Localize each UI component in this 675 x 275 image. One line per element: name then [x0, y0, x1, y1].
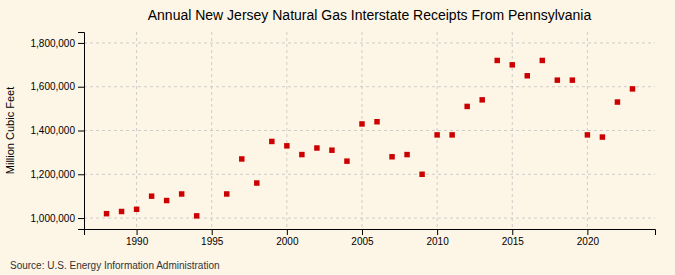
- point: [630, 86, 635, 91]
- point: [239, 156, 244, 161]
- y-tick-label: 1,600,000: [31, 81, 76, 92]
- point: [179, 191, 184, 196]
- grid-line: [587, 32, 588, 229]
- point: [164, 198, 169, 203]
- point: [570, 77, 575, 82]
- chart: 1990 1995 2000 2005 2010 2015 2020 1,000,000 1,2…: [0, 0, 675, 275]
- y-axis: 1,000,000 1,200,000 1,400,000 1,600,000 1,80…: [31, 33, 85, 230]
- point: [344, 158, 349, 163]
- y-tick-label: 1,400,000: [31, 125, 76, 136]
- annotation: Source: U.S. Energy Information Administ…: [10, 260, 220, 271]
- y-axis-line: [78, 33, 85, 230]
- point: [359, 121, 364, 126]
- grid-line: [361, 32, 362, 229]
- grid-line: [437, 32, 438, 229]
- point: [389, 154, 394, 159]
- point: [314, 145, 319, 150]
- y-tick-label: 1,200,000: [31, 169, 76, 180]
- point: [224, 191, 229, 196]
- point: [449, 132, 454, 137]
- y-tick: 1,000,000: [31, 213, 85, 224]
- x-tick: 2015: [502, 229, 525, 247]
- grid-line: [512, 32, 513, 229]
- point: [510, 62, 515, 67]
- point: [299, 152, 304, 157]
- y-tick-mark: [78, 43, 84, 44]
- grid-line: [136, 32, 137, 229]
- y-tick-mark: [78, 87, 84, 88]
- point: [119, 209, 124, 214]
- point: [615, 99, 620, 104]
- x-tick: 1995: [201, 229, 224, 247]
- point: [269, 139, 274, 144]
- point: [194, 213, 199, 218]
- point: [600, 134, 605, 139]
- x-tick: 2000: [276, 229, 299, 247]
- point: [525, 73, 530, 78]
- point: [104, 211, 109, 216]
- x-tick: 1990: [126, 229, 149, 247]
- grid: [84, 32, 655, 229]
- grid-line: [84, 42, 655, 43]
- x-tick-label: 1990: [126, 236, 149, 247]
- point: [134, 207, 139, 212]
- y-tick-mark: [78, 218, 84, 219]
- y-tick: 1,600,000: [31, 81, 85, 92]
- x-tick-mark: [362, 229, 363, 235]
- point: [585, 132, 590, 137]
- x-tick-label: 2000: [276, 236, 299, 247]
- title: Annual New Jersey Natural Gas Interstate…: [148, 7, 592, 23]
- point: [464, 104, 469, 109]
- grid-line: [211, 32, 212, 229]
- x-tick-mark: [137, 229, 138, 235]
- x-tick-label: 1995: [201, 236, 224, 247]
- y-tick-mark: [78, 131, 84, 132]
- point: [254, 180, 259, 185]
- grid-line: [84, 86, 655, 87]
- point: [494, 58, 499, 63]
- grid-line: [84, 130, 655, 131]
- grid-line: [84, 218, 655, 219]
- x-tick: 2010: [426, 229, 449, 247]
- y-tick: 1,800,000: [31, 38, 85, 49]
- point: [329, 147, 334, 152]
- x-axis: 1990 1995 2000 2005 2010 2015 2020: [85, 229, 656, 247]
- points: [104, 58, 635, 219]
- x-tick-mark: [587, 229, 588, 235]
- x-tick: 2005: [351, 229, 374, 247]
- point: [284, 143, 289, 148]
- point: [419, 172, 424, 177]
- point: [540, 58, 545, 63]
- y-axis-title: Million Cubic Feet: [4, 87, 16, 174]
- x-axis-line: [85, 230, 656, 236]
- x-tick-mark: [212, 229, 213, 235]
- point: [479, 97, 484, 102]
- y-tick: 1,400,000: [31, 125, 85, 136]
- y-tick: 1,200,000: [31, 169, 85, 180]
- x-tick: 2020: [577, 229, 600, 247]
- point: [404, 152, 409, 157]
- point: [374, 119, 379, 124]
- x-tick-mark: [437, 229, 438, 235]
- y-tick-label: 1,800,000: [31, 38, 76, 49]
- x-tick-mark: [512, 229, 513, 235]
- point: [149, 193, 154, 198]
- point: [434, 132, 439, 137]
- grid-line: [286, 32, 287, 229]
- y-tick-mark: [78, 174, 84, 175]
- plot: 1990 1995 2000 2005 2010 2015 2020 1,000,000 1,2…: [31, 32, 656, 247]
- grid-line: [84, 174, 655, 175]
- x-tick-label: 2020: [577, 236, 600, 247]
- x-tick-label: 2010: [426, 236, 449, 247]
- y-tick-label: 1,000,000: [31, 213, 76, 224]
- x-tick-label: 2005: [351, 236, 374, 247]
- point: [555, 77, 560, 82]
- x-tick-mark: [287, 229, 288, 235]
- x-tick-label: 2015: [502, 236, 525, 247]
